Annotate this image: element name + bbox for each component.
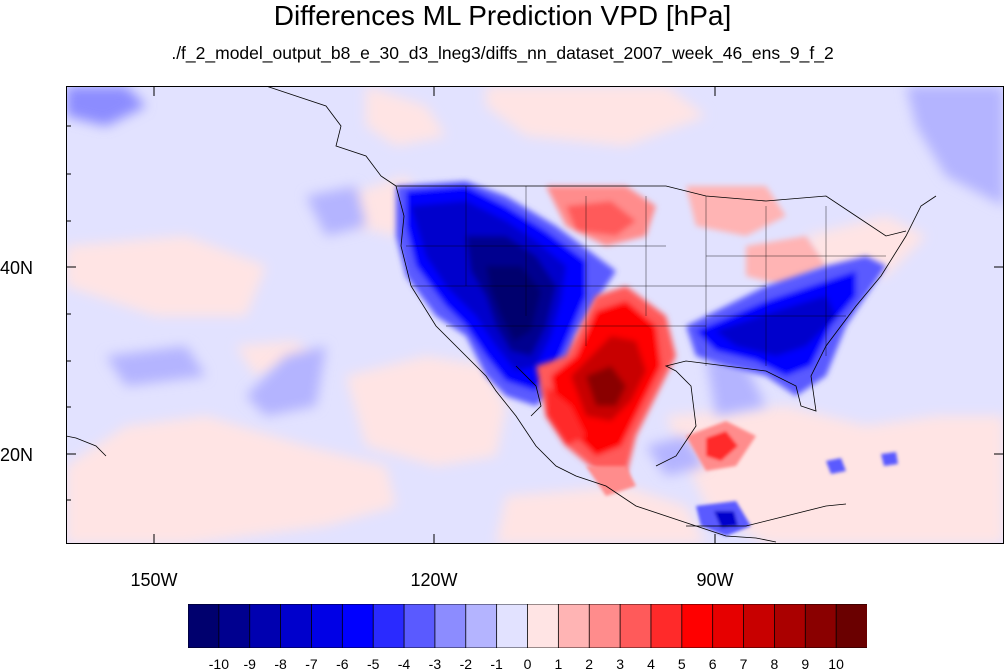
colorbar-swatch xyxy=(650,604,683,648)
colorbar-swatch xyxy=(280,604,313,648)
colorbar-tick-label: -3 xyxy=(428,656,442,672)
colorbar-tick-label: 7 xyxy=(739,656,748,672)
colorbar-tick-label: -1 xyxy=(490,656,503,672)
texas-mexico-positive xyxy=(536,286,676,476)
colorbar-tick-label: 8 xyxy=(770,656,779,672)
colorbar-swatch xyxy=(557,604,591,648)
colorbar-swatch xyxy=(588,604,621,648)
lon-label-120w: 120W xyxy=(410,570,458,590)
colorbar-tick-label: 6 xyxy=(708,656,717,672)
colorbar-tick-label: 2 xyxy=(585,656,594,672)
colorbar-swatch xyxy=(188,604,220,648)
lat-label-40n: 40N xyxy=(0,258,34,278)
colorbar-swatch xyxy=(403,604,436,648)
colorbar-tick-label: -6 xyxy=(336,656,349,672)
colorbar-swatch xyxy=(681,604,714,648)
colorbar-swatch xyxy=(434,604,467,648)
diff-field xyxy=(66,86,1004,544)
colorbar-swatch xyxy=(372,604,405,648)
lon-label-150w: 150W xyxy=(130,570,178,590)
colorbar-tick-label: -9 xyxy=(243,656,256,672)
colorbar-swatch xyxy=(496,604,529,648)
colorbar-tick-label: -10 xyxy=(208,656,229,672)
vpd-difference-map xyxy=(66,86,1004,544)
colorbar-swatch xyxy=(804,604,838,648)
southeast-us-negative xyxy=(686,256,886,396)
map-title: Differences ML Prediction VPD [hPa] xyxy=(273,0,732,31)
colorbar-swatch xyxy=(774,604,807,648)
colorbar-tick-label: -7 xyxy=(305,656,318,672)
colorbar-swatch xyxy=(249,604,282,648)
colorbar-tick-label: -2 xyxy=(459,656,473,672)
lat-label-20n: 20N xyxy=(0,445,34,465)
colorbar-tick-label: 1 xyxy=(554,656,563,672)
colorbar-tick-label: 10 xyxy=(828,656,844,672)
colorbar-tick-label: 0 xyxy=(523,656,532,672)
central-america-negative xyxy=(696,452,898,536)
colorbar-swatch xyxy=(743,604,776,648)
light-blue-anomalies xyxy=(66,86,1004,476)
colorbar-tick-label: 4 xyxy=(647,656,655,672)
colorbar-swatch xyxy=(465,604,498,648)
colorbar-tick-label: 3 xyxy=(616,656,624,672)
colorbar-tick-label: 5 xyxy=(677,656,686,672)
colorbar-tick-label: -8 xyxy=(274,656,287,672)
colorbar-swatch xyxy=(341,604,375,648)
colorbar-swatch xyxy=(835,604,867,648)
map-panel xyxy=(66,86,1004,544)
colorbar xyxy=(188,604,867,648)
state-borders xyxy=(406,186,886,366)
colorbar-swatch xyxy=(218,604,251,648)
colorbar-swatch xyxy=(527,604,560,648)
colorbar-swatch xyxy=(712,604,745,648)
colorbar-swatch xyxy=(311,604,344,648)
lon-label-90w: 90W xyxy=(696,570,734,590)
colorbar-tick-label: -5 xyxy=(366,656,380,672)
colorbar-tick-label: -4 xyxy=(397,656,411,672)
map-border xyxy=(66,86,1004,544)
colorbar-tick-label: 9 xyxy=(801,656,810,672)
caribbean-positive xyxy=(586,421,756,496)
colorbar-swatch xyxy=(619,604,652,648)
map-subtitle: ./f_2_model_output_b8_e_30_d3_lneg3/diff… xyxy=(171,43,834,63)
